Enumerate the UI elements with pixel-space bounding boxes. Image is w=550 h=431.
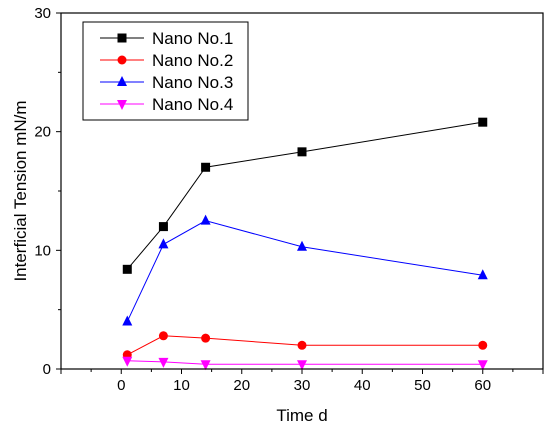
data-point bbox=[478, 117, 488, 127]
series-layer bbox=[122, 117, 488, 371]
series-1 bbox=[122, 117, 488, 274]
data-point bbox=[122, 315, 133, 326]
data-point bbox=[477, 269, 488, 280]
legend-marker bbox=[117, 55, 127, 65]
data-point bbox=[158, 331, 168, 341]
data-point bbox=[297, 360, 307, 371]
data-point bbox=[478, 340, 488, 350]
legend-marker bbox=[117, 33, 127, 43]
x-tick-label: 60 bbox=[474, 377, 491, 394]
data-point bbox=[297, 340, 307, 350]
legend-label: Nano No.3 bbox=[152, 73, 233, 92]
data-point bbox=[122, 264, 132, 274]
y-axis-title: Interficial Tension mN/m bbox=[11, 100, 30, 281]
x-tick-label: 0 bbox=[117, 377, 125, 394]
data-point bbox=[201, 162, 211, 172]
series-line bbox=[126, 220, 483, 322]
data-point bbox=[297, 147, 307, 157]
data-point bbox=[477, 360, 488, 371]
y-tick-label: 30 bbox=[34, 5, 51, 22]
data-point bbox=[201, 333, 211, 343]
y-tick-label: 10 bbox=[34, 242, 51, 259]
x-axis-title: Time d bbox=[276, 406, 327, 425]
data-point bbox=[158, 222, 168, 232]
x-tick-label: 40 bbox=[354, 377, 371, 394]
legend-marker bbox=[117, 76, 127, 86]
legend-item: Nano No.3 bbox=[100, 73, 233, 92]
data-point bbox=[158, 238, 169, 249]
data-point bbox=[122, 356, 133, 367]
x-tick-label: 30 bbox=[294, 377, 311, 394]
legend-label: Nano No.4 bbox=[152, 95, 233, 114]
legend-label: Nano No.2 bbox=[152, 51, 233, 70]
data-point bbox=[158, 357, 169, 368]
plot-area-frame bbox=[60, 12, 544, 370]
legend-label: Nano No.1 bbox=[152, 29, 233, 48]
axis-ticks: 0 10 20 30 40 50 60 0 10 20 30 bbox=[34, 5, 544, 394]
legend-item: Nano No.1 bbox=[100, 29, 233, 48]
x-tick-label: 10 bbox=[173, 377, 190, 394]
data-point bbox=[200, 214, 211, 225]
x-tick-label: 20 bbox=[233, 377, 250, 394]
y-tick-label: 20 bbox=[34, 124, 51, 141]
y-tick-label: 0 bbox=[43, 361, 51, 378]
series-3 bbox=[122, 214, 488, 326]
legend: Nano No.1 Nano No.2 Nano No.3 Nano No.4 bbox=[82, 21, 249, 121]
legend-item: Nano No.4 bbox=[100, 95, 233, 114]
series-4 bbox=[122, 356, 488, 371]
data-point bbox=[200, 360, 211, 371]
x-tick-label: 50 bbox=[414, 377, 431, 394]
data-point bbox=[297, 240, 307, 251]
legend-item: Nano No.2 bbox=[100, 51, 233, 70]
series-2 bbox=[122, 331, 488, 360]
legend-marker bbox=[117, 100, 127, 110]
